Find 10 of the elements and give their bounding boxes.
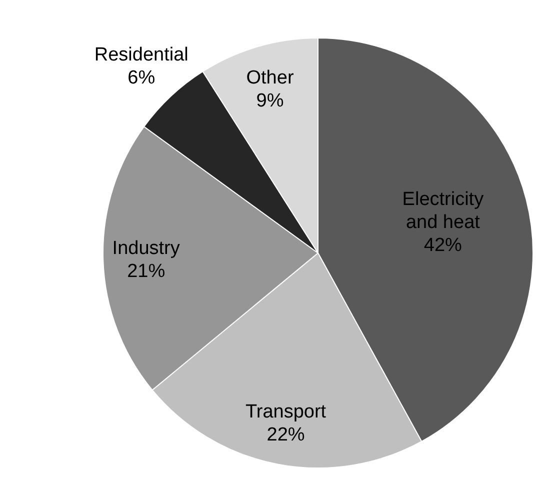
data-label: 42% — [424, 234, 462, 256]
data-label: 21% — [127, 260, 166, 282]
data-label: 6% — [128, 67, 156, 88]
slice-label: Industry — [112, 238, 180, 259]
data-label: 22% — [266, 424, 305, 446]
slice-label: Electricity and heat — [402, 188, 484, 233]
slice-label: Other — [246, 67, 294, 88]
slice-label: Transport — [245, 401, 327, 422]
data-label: 9% — [256, 90, 284, 112]
slice-label: Residential — [94, 44, 188, 66]
